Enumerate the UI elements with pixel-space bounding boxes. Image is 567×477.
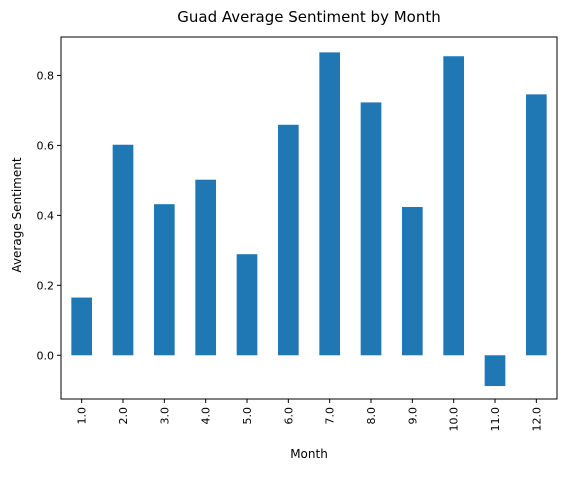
y-axis-label: Average Sentiment	[10, 157, 24, 272]
chart-title: Guad Average Sentiment by Month	[177, 8, 440, 26]
y-tick-label: 0.0	[37, 349, 55, 362]
bar-2.0	[112, 144, 134, 356]
bar-5.0	[236, 254, 258, 356]
x-tick-label: 3.0	[158, 407, 171, 425]
x-tick-label: 8.0	[365, 407, 378, 425]
y-tick-label: 0.6	[37, 139, 55, 152]
y-tick-label: 0.2	[37, 279, 55, 292]
bar-10.0	[443, 56, 464, 356]
x-tick-label: 1.0	[76, 407, 89, 425]
x-tick-label: 5.0	[241, 407, 254, 425]
bar-6.0	[278, 124, 299, 356]
bar-12.0	[526, 94, 547, 356]
x-tick-label: 7.0	[324, 407, 337, 425]
plot-area-frame	[60, 36, 558, 400]
x-axis-ticks: 1.0 2.0 3.0 4.0 5.0 6.0 7.0 8.0 9.0 10.0 11.0 12.0	[76, 399, 543, 432]
bar-4.0	[195, 179, 216, 356]
x-tick-label: 2.0	[117, 407, 130, 425]
x-tick-label: 12.0	[530, 407, 543, 432]
x-tick-label: 10.0	[448, 407, 461, 432]
bars-layer	[71, 52, 547, 387]
bar-7.0	[319, 52, 340, 356]
x-axis-label: Month	[290, 447, 328, 461]
y-tick-label: 0.4	[37, 209, 55, 222]
bar-3.0	[154, 204, 175, 356]
x-tick-label: 4.0	[200, 407, 213, 425]
x-tick-label: 11.0	[489, 407, 502, 432]
x-tick-label: 6.0	[282, 407, 295, 425]
bar-11.0	[484, 355, 506, 387]
y-tick-label: 0.8	[37, 69, 55, 82]
bar-8.0	[360, 102, 382, 356]
bar-9.0	[402, 206, 423, 356]
x-tick-label: 9.0	[406, 407, 419, 425]
bar-1.0	[71, 297, 92, 356]
y-axis-ticks: 0.0 0.2 0.4 0.6 0.8	[37, 69, 61, 362]
